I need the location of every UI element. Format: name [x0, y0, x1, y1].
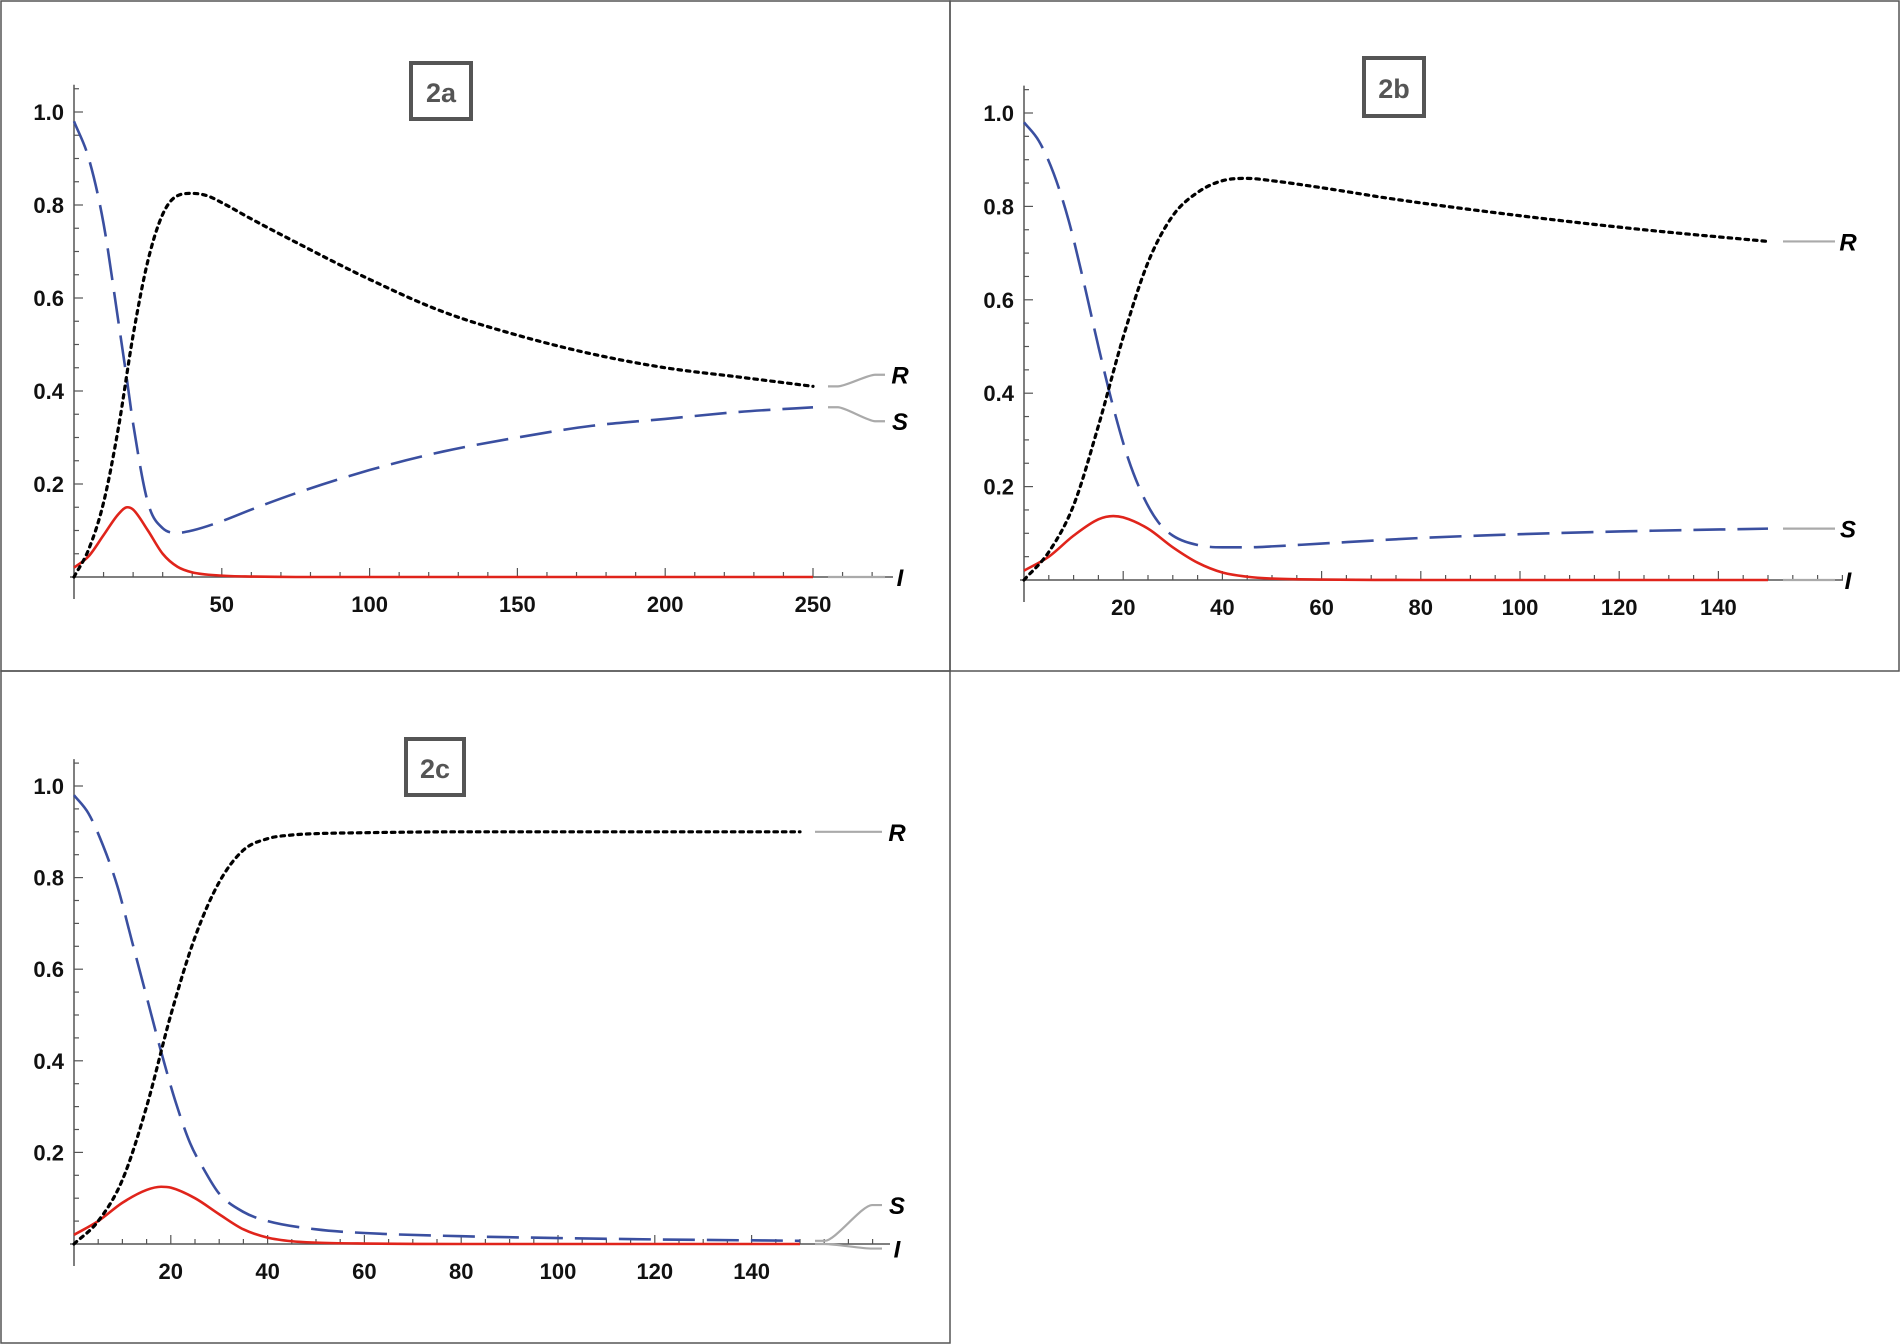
x-tick-label: 40	[255, 1259, 279, 1284]
leader-line-R	[828, 373, 885, 388]
y-tick-label: 0.8	[33, 866, 64, 891]
y-tick-label: 0.8	[33, 193, 64, 218]
series-line-R	[1022, 176, 1770, 582]
x-tick-label: 60	[1309, 595, 1333, 620]
x-tick-label: 80	[449, 1259, 473, 1284]
series-line-R	[72, 830, 802, 1246]
series-label-S: S	[1840, 517, 1856, 544]
leader-line-I	[815, 1242, 882, 1250]
y-tick-label: 0.8	[983, 194, 1014, 219]
y-tick-label: 0.4	[983, 381, 1014, 406]
y-tick-label: 0.6	[33, 286, 64, 311]
panel-2b-frame	[949, 0, 1900, 672]
y-tick-label: 1.0	[983, 101, 1014, 126]
series-label-S: S	[889, 1193, 905, 1220]
chart-title: 2a	[426, 78, 457, 108]
x-tick-label: 50	[210, 592, 234, 617]
series-line-S	[72, 120, 814, 535]
series-line-I	[73, 1185, 800, 1246]
chart-2a: 2a 50 100 150 200 250 0.2 0.4 0.6 0.8 1.0 RS I	[33, 61, 909, 617]
chart-title: 2b	[1378, 74, 1410, 104]
y-tick-label: 0.2	[33, 472, 64, 497]
x-tick-label: 100	[1502, 595, 1539, 620]
x-tick-label: 20	[1111, 595, 1135, 620]
chart-title: 2c	[420, 754, 450, 784]
chart-title-box	[404, 737, 466, 797]
x-tick-label: 200	[647, 592, 684, 617]
x-tick-label: 150	[499, 592, 536, 617]
x-tick-label: 140	[733, 1259, 770, 1284]
y-tick-label: 0.6	[33, 957, 64, 982]
series-label-I: I	[894, 1237, 902, 1264]
series-line-I	[1023, 514, 1768, 582]
x-tick-label: 120	[1601, 595, 1638, 620]
leader-line-S	[828, 406, 885, 423]
x-tick-label: 250	[795, 592, 832, 617]
y-tick-label: 1.0	[33, 774, 64, 799]
y-tick-label: 0.4	[33, 379, 64, 404]
panel-2a-frame	[0, 0, 951, 672]
x-tick-label: 140	[1700, 595, 1737, 620]
series-line-I	[73, 505, 813, 579]
chart-title-box	[409, 61, 473, 121]
series-label-S: S	[892, 409, 908, 436]
x-tick-label: 80	[1409, 595, 1433, 620]
x-tick-label: 100	[351, 592, 388, 617]
chart-2c: 2c 20 40 60 80 100 120 140 0.2 0.4 0.6 0.8 1.0 R SI	[33, 737, 906, 1284]
y-tick-label: 0.6	[983, 288, 1014, 313]
leader-line-S	[815, 1203, 882, 1242]
series-label-R: R	[891, 363, 909, 390]
panel-2c-frame	[0, 670, 951, 1344]
series-line-R	[72, 191, 815, 579]
x-tick-label: 40	[1210, 595, 1234, 620]
series-line-S	[1022, 121, 1769, 549]
x-tick-label: 120	[636, 1259, 673, 1284]
series-label-I: I	[1845, 568, 1853, 595]
chart-title-box	[1362, 56, 1426, 118]
x-tick-label: 100	[540, 1259, 577, 1284]
y-tick-label: 0.2	[983, 475, 1014, 500]
series-label-R: R	[1839, 229, 1857, 256]
y-tick-label: 0.2	[33, 1140, 64, 1165]
x-tick-label: 20	[159, 1259, 183, 1284]
x-tick-label: 60	[352, 1259, 376, 1284]
series-label-I: I	[897, 565, 905, 592]
series-line-S	[72, 794, 801, 1243]
y-tick-label: 1.0	[33, 100, 64, 125]
y-tick-label: 0.4	[33, 1049, 64, 1074]
chart-2b: 2b 20 40 60 80 100 120 140 0.2 0.4 0.6 0.8 1.0 R SI	[983, 56, 1857, 620]
series-label-R: R	[888, 820, 906, 847]
